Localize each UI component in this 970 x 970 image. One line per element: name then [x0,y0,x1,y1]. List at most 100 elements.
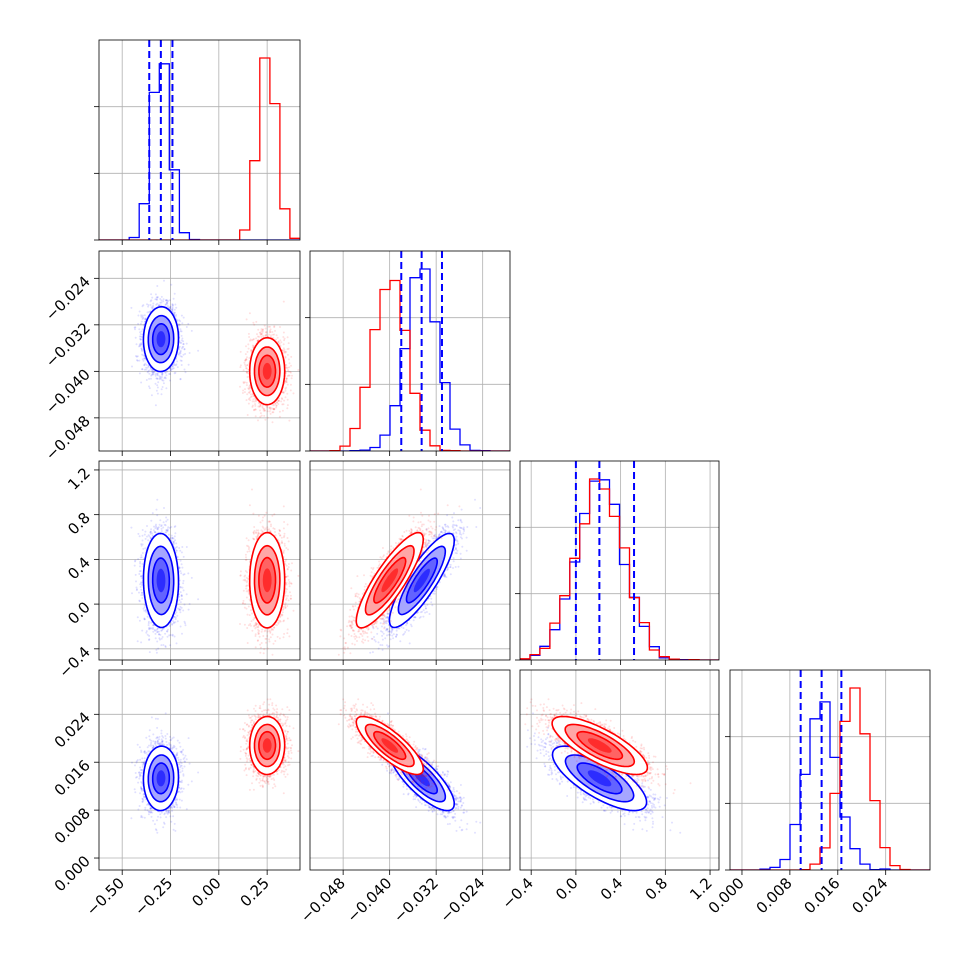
scatter-point [265,511,268,514]
scatter-point [388,630,391,633]
scatter-point [247,387,250,390]
scatter-point [170,526,173,528]
scatter-point [282,349,285,352]
scatter-point [248,312,251,315]
scatter-point [164,377,167,380]
scatter-point [282,403,285,406]
scatter-point [150,627,153,630]
scatter-point [255,623,258,626]
scatter-point [278,399,280,402]
scatter-point [153,628,156,631]
scatter-point [263,528,266,531]
scatter-point [381,631,384,633]
scatter-point [239,570,242,573]
scatter-point [438,525,441,528]
scatter-point [146,535,148,538]
scatter-point [412,619,415,622]
scatter-point [254,624,257,627]
scatter-point [417,611,420,614]
scatter-point [267,520,270,523]
scatter-point [169,306,172,309]
scatter-point [157,371,159,374]
scatter-point [141,358,144,361]
scatter-point [243,575,246,578]
scatter-point [453,524,456,527]
scatter-point [284,351,287,354]
scatter-point [402,627,405,630]
scatter-point [371,625,374,628]
scatter-point [273,626,275,629]
scatter-point [429,540,432,543]
scatter-point [247,388,250,391]
scatter-point [459,557,462,560]
scatter-point [175,542,178,545]
scatter-point [187,322,190,325]
scatter-point [278,528,281,531]
scatter-point [179,341,182,344]
scatter-point [354,616,357,619]
scatter-point [360,628,363,631]
scatter-point [452,526,455,529]
scatter-point [394,606,397,609]
scatter-point [396,627,398,630]
scatter-point [409,578,412,581]
scatter-point [164,376,167,379]
scatter-point [239,350,242,353]
scatter-point [287,578,290,581]
scatter-point [151,666,153,668]
scatter-point [397,627,400,630]
scatter-point [351,623,354,626]
scatter-point [249,393,252,396]
scatter-point [438,581,441,584]
scatter-point [282,352,285,355]
scatter-point [154,374,157,377]
scatter-point [150,373,153,376]
scatter-point [256,339,259,342]
scatter-point [290,377,293,380]
scatter-point [466,526,469,528]
scatter-point [285,588,288,591]
scatter-point [264,418,267,421]
scatter-point [154,298,157,301]
scatter-point [285,575,288,578]
scatter-point [347,633,350,636]
scatter-point [446,525,449,528]
scatter-point [423,533,426,536]
scatter-point [164,372,167,374]
scatter-point [272,411,275,414]
scatter-point [175,611,178,614]
scatter-point [262,328,264,331]
scatter-point [141,543,144,546]
scatter-point [141,305,144,308]
scatter-point [150,369,153,372]
scatter-point [389,634,392,636]
scatter-point [252,531,255,534]
scatter-point [407,581,409,584]
scatter-point [269,407,272,410]
scatter-point [174,546,177,549]
scatter-point [389,548,392,551]
scatter-point [135,586,138,589]
scatter-point [246,627,249,629]
scatter-point [358,630,361,633]
scatter-point [284,603,287,606]
scatter-point [388,645,390,647]
scatter-point [166,528,169,531]
scatter-point [157,381,160,384]
scatter-point [180,594,183,597]
scatter-point [247,624,250,627]
scatter-point [136,359,138,362]
scatter-point [479,507,482,509]
scatter-point [277,341,280,344]
scatter-point [171,622,173,625]
scatter-point [172,541,175,544]
scatter-point [178,567,181,570]
scatter-point [136,359,139,362]
scatter-point [245,556,247,559]
scatter-point [155,508,158,511]
scatter-point [155,523,157,526]
scatter-point [139,322,142,325]
scatter-point [275,334,278,337]
scatter-point [183,603,186,606]
scatter-point [257,631,260,634]
